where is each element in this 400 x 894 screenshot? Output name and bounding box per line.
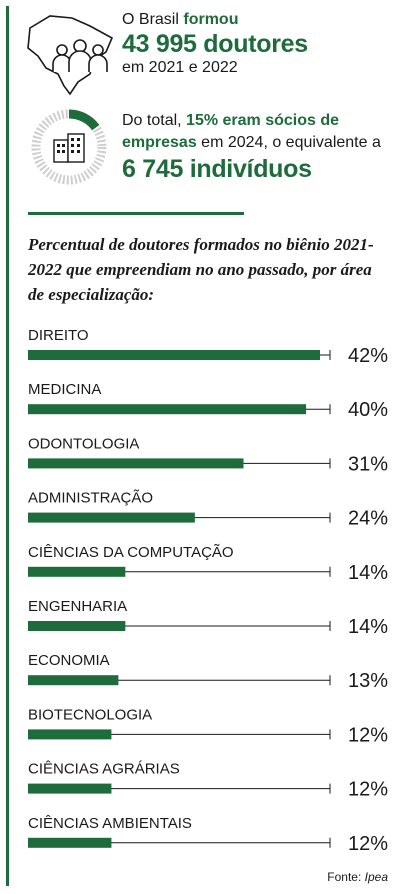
stat2-highlight2: empresas	[122, 134, 197, 151]
bar	[28, 566, 126, 577]
stat2-rest: em 2024, o equivalente a	[201, 134, 381, 151]
stat1-prefix: O Brasil	[122, 11, 179, 28]
stat-doctors-graduated: O Brasil formou 43 995 doutores em 2021 …	[122, 10, 392, 78]
source-note: Fonte: Ipea	[327, 870, 388, 884]
chart-title: Percentual de doutores formados no biêni…	[28, 235, 374, 304]
donut-buildings-icon	[31, 109, 107, 185]
value-label: 40%	[348, 399, 388, 421]
brazil-map-people-icon	[27, 15, 114, 96]
category-label: BIOTECNOLOGIA	[28, 706, 152, 723]
category-label: ODONTOLOGIA	[28, 435, 139, 452]
category-label: ECONOMIA	[28, 652, 110, 669]
left-accent-rule	[6, 6, 9, 886]
category-label: DIREITO	[28, 327, 89, 344]
value-label: 24%	[348, 508, 388, 530]
value-label: 12%	[348, 833, 388, 855]
bar	[28, 837, 112, 848]
stat1-verb: formou	[183, 11, 239, 28]
category-label: CIÊNCIAS DA COMPUTAÇÃO	[28, 544, 234, 561]
bar	[28, 675, 119, 686]
bar	[28, 512, 195, 523]
stat2-highlight: 15% eram sócios de	[186, 112, 340, 129]
section-divider	[28, 212, 244, 215]
category-label: ADMINISTRAÇÃO	[28, 490, 153, 507]
value-label: 31%	[348, 453, 388, 475]
value-label: 12%	[348, 779, 388, 801]
category-label: MEDICINA	[28, 381, 101, 398]
category-label: CIÊNCIAS AMBIENTAIS	[28, 815, 192, 832]
stat2-lead: Do total,	[122, 112, 182, 129]
source-name: Ipea	[364, 870, 388, 884]
stat1-count: 43 995 doutores	[122, 30, 308, 58]
source-label: Fonte:	[327, 870, 362, 884]
stat2-count: 6 745 indivíduos	[122, 155, 312, 183]
bar	[28, 404, 307, 415]
value-label: 12%	[348, 724, 388, 746]
value-label: 13%	[348, 670, 388, 692]
category-label: CIÊNCIAS AGRÁRIAS	[28, 761, 180, 778]
bar	[28, 458, 244, 469]
stat-entrepreneurs: Do total, 15% eram sócios de empresas em…	[122, 110, 396, 184]
bar-chart: DIREITO 42% MEDICINA 40% ODONTOLOGIA 31% ADMIN…	[28, 327, 388, 855]
stat1-period: em 2021 e 2022	[122, 59, 238, 76]
bar	[28, 621, 126, 631]
value-label: 14%	[348, 562, 388, 584]
value-label: 42%	[348, 345, 388, 367]
value-label: 14%	[348, 616, 388, 638]
bar	[28, 783, 112, 794]
category-label: ENGENHARIA	[28, 598, 127, 615]
bar	[28, 729, 112, 740]
bar	[28, 350, 320, 360]
